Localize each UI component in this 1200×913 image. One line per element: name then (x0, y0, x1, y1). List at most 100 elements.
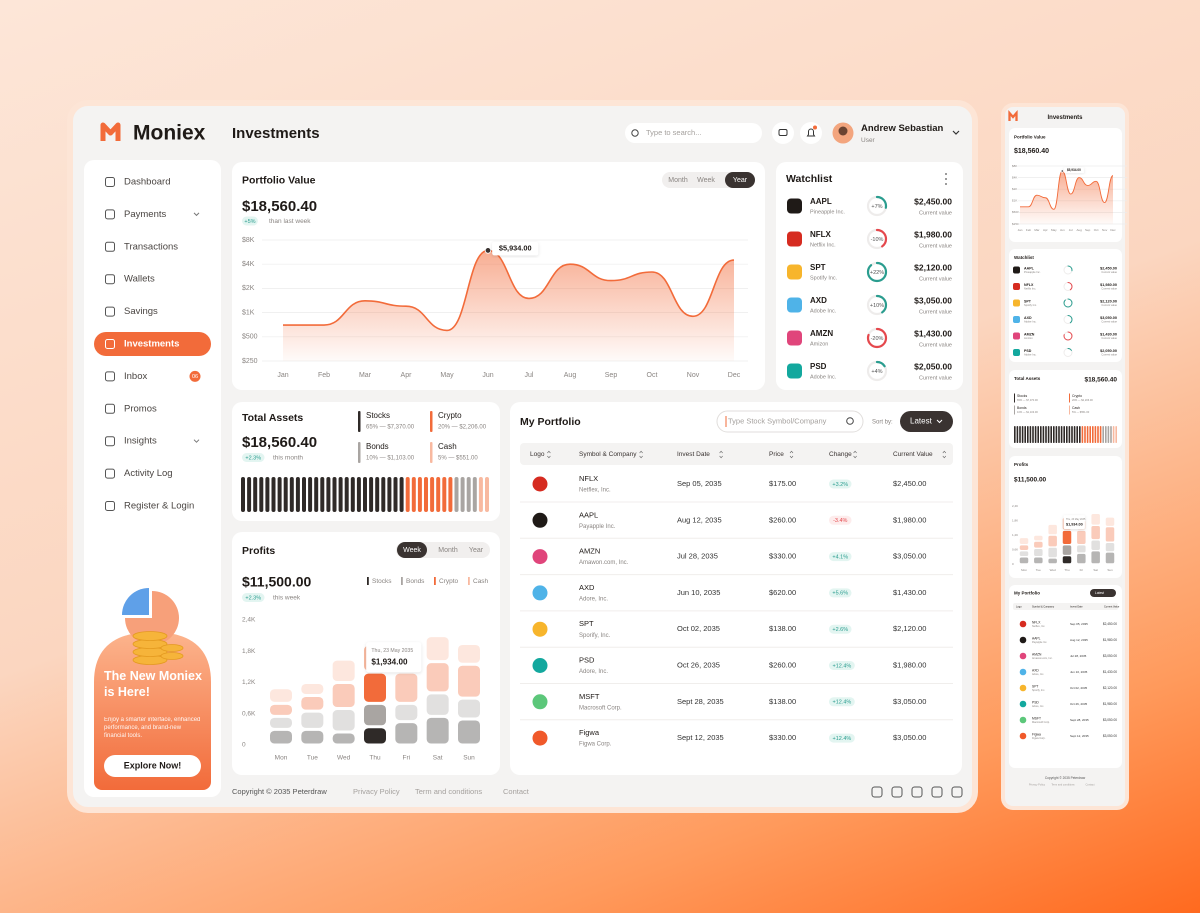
notification-button[interactable] (800, 122, 822, 144)
asset-stripe (247, 477, 252, 512)
mobile-column-header: Logo (1016, 605, 1022, 608)
nav-item[interactable]: Activity Log (124, 468, 173, 479)
mobile-footer-link[interactable]: Contact (1086, 783, 1095, 787)
column-header[interactable]: Symbol & Company (579, 451, 637, 458)
tab[interactable]: Month (668, 177, 688, 184)
asset-stripe (344, 477, 349, 512)
nav-item[interactable]: Payments (124, 209, 166, 220)
y-tick-label: 2,4K (1012, 504, 1018, 508)
y-tick-label: 0,6K (242, 710, 256, 717)
nav-item[interactable]: Dashboard (124, 177, 170, 188)
column-header[interactable]: Price (769, 451, 784, 458)
asset-stripe (356, 477, 361, 512)
social-icon[interactable] (911, 786, 923, 798)
nav-chevron (193, 212, 200, 217)
asset-stripe (411, 477, 416, 512)
asset-stripe (1029, 426, 1032, 443)
mobile-sort-button[interactable] (1090, 589, 1116, 597)
message-button[interactable] (772, 122, 794, 144)
nav-item[interactable]: Promos (124, 403, 157, 414)
asset-stripe (1068, 426, 1071, 443)
column-header[interactable]: Invest Date (677, 451, 710, 458)
mobile-table-header (1013, 603, 1118, 610)
tab[interactable]: Year (733, 177, 748, 184)
tab[interactable]: Month (438, 547, 458, 554)
mobile-stock-logo (1013, 332, 1020, 340)
social-icon[interactable] (891, 786, 903, 798)
tab[interactable]: Week (403, 547, 421, 554)
mobile-stock-logo (1019, 732, 1027, 740)
current-value: $1,980.00 (893, 660, 926, 669)
mobile-footer-link[interactable]: Term and conditions (1051, 783, 1075, 787)
mobile-stock-logo (1013, 283, 1020, 290)
price: $260.00 (769, 660, 796, 669)
mobile-legend-detail: 65% — $7,370.00 (1017, 398, 1038, 402)
footer-link[interactable]: Contact (503, 787, 530, 796)
card-title: Watchlist (786, 173, 833, 185)
tab[interactable]: Week (697, 177, 715, 184)
bar-segment (1105, 527, 1115, 542)
y-tick-label: $8K (1012, 164, 1017, 168)
mobile-stock-logo (1013, 266, 1020, 274)
nav-item[interactable]: Register & Login (124, 501, 194, 512)
sort-value[interactable]: Latest (910, 417, 933, 426)
nav-item[interactable]: Insights (124, 436, 157, 447)
sort-arrows (719, 450, 723, 459)
price: $330.00 (769, 733, 796, 742)
nav-item[interactable]: Savings (124, 306, 158, 317)
asset-segment (1081, 426, 1102, 443)
mobile-caption: Current value (1101, 303, 1117, 307)
asset-stripe (253, 477, 258, 512)
social-icon[interactable] (951, 786, 963, 798)
nav-item[interactable]: Transactions (124, 241, 178, 252)
mobile-value: $1,430.00 (1100, 333, 1117, 337)
promo-button-label[interactable]: Explore Now! (124, 760, 182, 770)
column-header[interactable]: Change (829, 451, 852, 458)
nav-item[interactable]: Investments (124, 339, 179, 350)
change-value: +2.3% (245, 455, 261, 461)
change-label: +4% (871, 369, 882, 375)
change-value: +12.4% (832, 663, 851, 669)
bar-segment (1048, 547, 1057, 558)
mobile-amount: $11,500.00 (1014, 477, 1047, 484)
column-header[interactable]: Logo (530, 451, 545, 458)
tab[interactable]: Year (469, 547, 484, 554)
nav-icon (105, 436, 115, 447)
y-tick-label: $4K (242, 261, 255, 268)
asset-stripe (1073, 426, 1076, 443)
asset-stripe (1042, 426, 1045, 443)
legend-detail: 20% — $2,206.00 (438, 425, 487, 431)
asset-stripe (338, 477, 343, 512)
annotation-box (492, 242, 539, 256)
search-placeholder: Type Stock Symbol/Company (728, 416, 827, 425)
column-header[interactable]: Current Value (893, 451, 933, 458)
symbol: AAPL (810, 197, 832, 206)
company: Adore, Inc. (579, 596, 608, 602)
x-tick-label: Apr (401, 372, 413, 379)
asset-stripe (1081, 426, 1084, 443)
sort-button[interactable] (900, 411, 953, 432)
mobile-sort-value[interactable]: Latest (1095, 591, 1104, 595)
stock-logo (532, 549, 548, 565)
nav-chevron (193, 439, 200, 443)
social-icon[interactable] (931, 786, 943, 798)
mobile-date: Sep 05, 2035 (1070, 622, 1088, 626)
mobile-company: Payapple Inc. (1032, 641, 1047, 644)
nav-icon (105, 403, 115, 414)
value-caption: Current value (919, 276, 952, 282)
user-menu-chevron[interactable] (952, 130, 960, 135)
footer-link[interactable]: Privacy Policy (353, 787, 400, 796)
menu-dot[interactable] (945, 173, 947, 175)
footer-link[interactable]: Term and conditions (415, 787, 482, 796)
nav-item[interactable]: Inbox (124, 371, 147, 382)
legend-detail: 10% — $1,103.00 (366, 456, 415, 462)
promo-button[interactable] (104, 755, 201, 777)
mobile-footer-link[interactable]: Privacy Policy (1029, 783, 1046, 787)
search-box[interactable] (625, 123, 762, 143)
nav-item[interactable]: Wallets (124, 274, 155, 285)
social-icon[interactable] (871, 786, 883, 798)
menu-dot[interactable] (945, 183, 947, 185)
table-search[interactable] (716, 410, 864, 433)
stock-logo (787, 264, 802, 280)
menu-dot[interactable] (945, 178, 947, 180)
